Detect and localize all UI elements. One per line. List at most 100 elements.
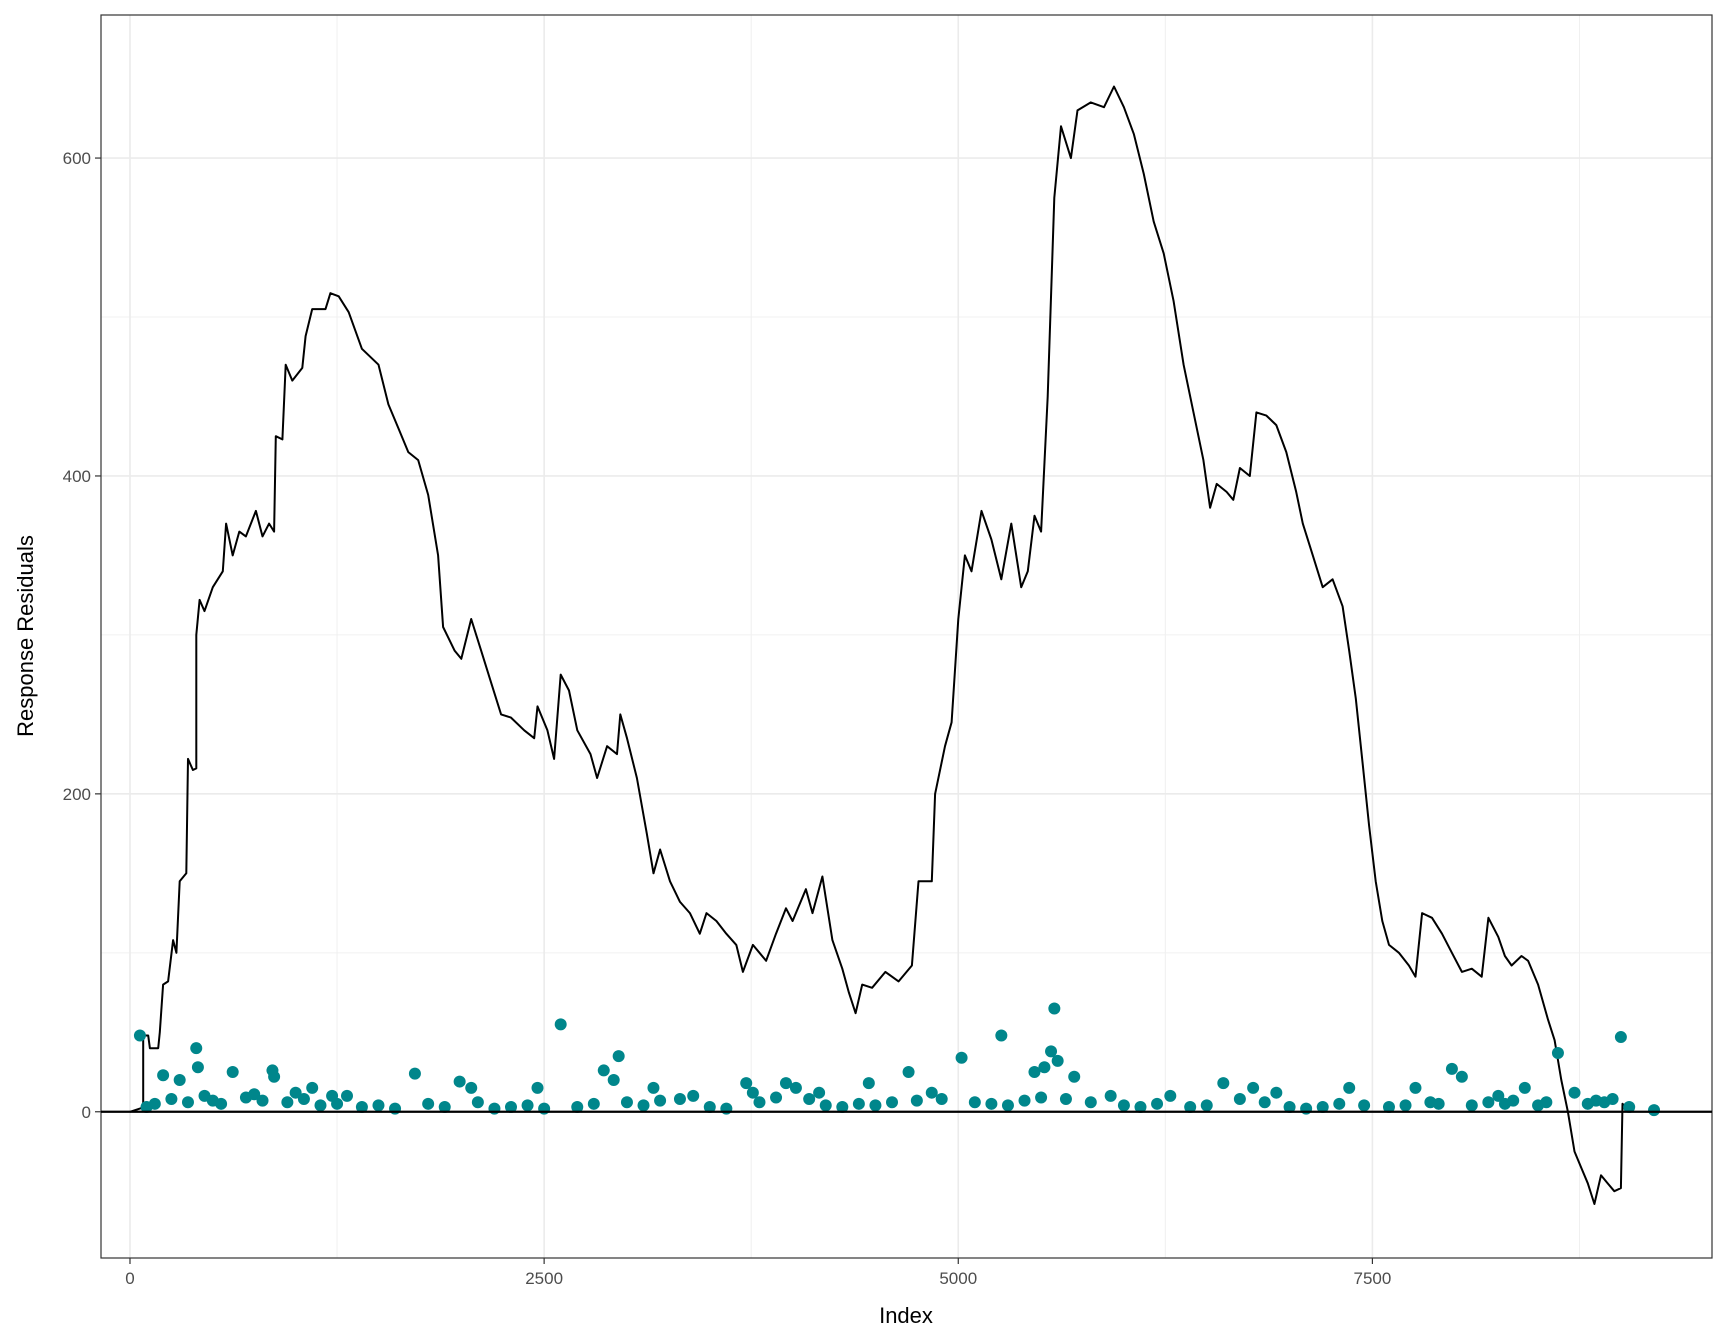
x-axis-ticks: 0 2500 5000 7500 [125,1258,1391,1288]
residual-point [504,1100,517,1113]
residual-point [803,1093,816,1106]
residual-point [453,1075,466,1088]
residual-point [1614,1031,1627,1044]
cumulative-residual-path [129,85,1632,1205]
x-tick-label: 2500 [525,1269,563,1288]
residual-point [836,1100,849,1113]
residual-point [789,1081,802,1094]
residual-point [740,1077,753,1090]
residual-point [995,1029,1008,1042]
residual-point [314,1099,327,1112]
residual-point [746,1086,759,1099]
residual-point [157,1069,170,1082]
residual-point [654,1094,667,1107]
residual-point [1059,1093,1072,1106]
residual-point [1568,1086,1581,1099]
residual-point [1117,1099,1130,1112]
y-tick-label: 600 [63,149,91,168]
y-tick-label: 0 [82,1103,91,1122]
residual-point [190,1042,203,1055]
residual-point [281,1096,294,1109]
residual-point [819,1099,832,1112]
y-tick-label: 200 [63,785,91,804]
residual-point [647,1081,660,1094]
residual-point [1648,1104,1661,1117]
residual-point [165,1093,178,1106]
x-tick-label: 7500 [1353,1269,1391,1288]
residual-point [331,1097,344,1110]
residual-point [148,1097,161,1110]
residual-point [1465,1099,1478,1112]
residual-point [1445,1062,1458,1075]
residual-point [1492,1089,1505,1102]
residual-point [181,1096,194,1109]
panel-border [100,14,1713,1259]
residual-point [770,1091,783,1104]
residual-point [852,1097,865,1110]
residual-point [1184,1100,1197,1113]
residual-point [1164,1089,1177,1102]
residual-point [703,1100,716,1113]
residual-point [1001,1099,1014,1112]
y-axis-title: Response Residuals [13,535,38,737]
y-axis-ticks: 0 200 400 600 [63,149,101,1122]
residual-point [355,1100,368,1113]
residual-point [422,1097,435,1110]
residual-point [297,1093,310,1106]
residual-point [1358,1099,1371,1112]
plot-panel [100,14,1713,1259]
residual-point [1482,1096,1495,1109]
residual-point [215,1097,228,1110]
residual-point [1048,1002,1061,1015]
residual-point [1409,1081,1422,1094]
residual-point [306,1081,319,1094]
residual-point [1399,1099,1412,1112]
residual-point [1455,1070,1468,1083]
residual-point [779,1077,792,1090]
residual-point [256,1094,269,1107]
residual-point [1151,1097,1164,1110]
residual-point [925,1086,938,1099]
residual-point [1432,1097,1445,1110]
residual-point [571,1100,584,1113]
residual-point [637,1099,650,1112]
residual-point [1200,1099,1213,1112]
residual-point [1068,1070,1081,1083]
y-tick-label: 400 [63,467,91,486]
residual-point [1270,1086,1283,1099]
residual-point [1104,1089,1117,1102]
residual-point [408,1067,421,1080]
residual-point [1551,1046,1564,1059]
residual-point [1343,1081,1356,1094]
residual-point [687,1089,700,1102]
residual-point [1045,1045,1058,1058]
residual-point [1035,1091,1048,1104]
residual-point [1247,1081,1260,1094]
residual-point [902,1066,915,1079]
residual-point [955,1051,968,1064]
residual-point [226,1066,239,1079]
residual-point [554,1018,567,1031]
residual-point [1028,1066,1041,1079]
residual-point [813,1086,826,1099]
residual-point [753,1096,766,1109]
residual-point [910,1094,923,1107]
residual-point [1051,1054,1064,1067]
residual-point [1623,1100,1636,1113]
residual-point [340,1089,353,1102]
residual-point [1507,1094,1520,1107]
residual-point [620,1096,633,1109]
residual-points [133,1002,1661,1117]
residual-point [1217,1077,1230,1090]
residual-point [862,1077,875,1090]
residual-point [531,1081,544,1094]
residual-point [1038,1061,1051,1074]
residual-point [968,1096,981,1109]
x-axis-title: Index [879,1303,933,1328]
residual-point [1283,1100,1296,1113]
residual-point [1084,1096,1097,1109]
residual-point [1134,1100,1147,1113]
residual-point [869,1099,882,1112]
residual-point [173,1073,186,1086]
residual-point [191,1061,204,1074]
